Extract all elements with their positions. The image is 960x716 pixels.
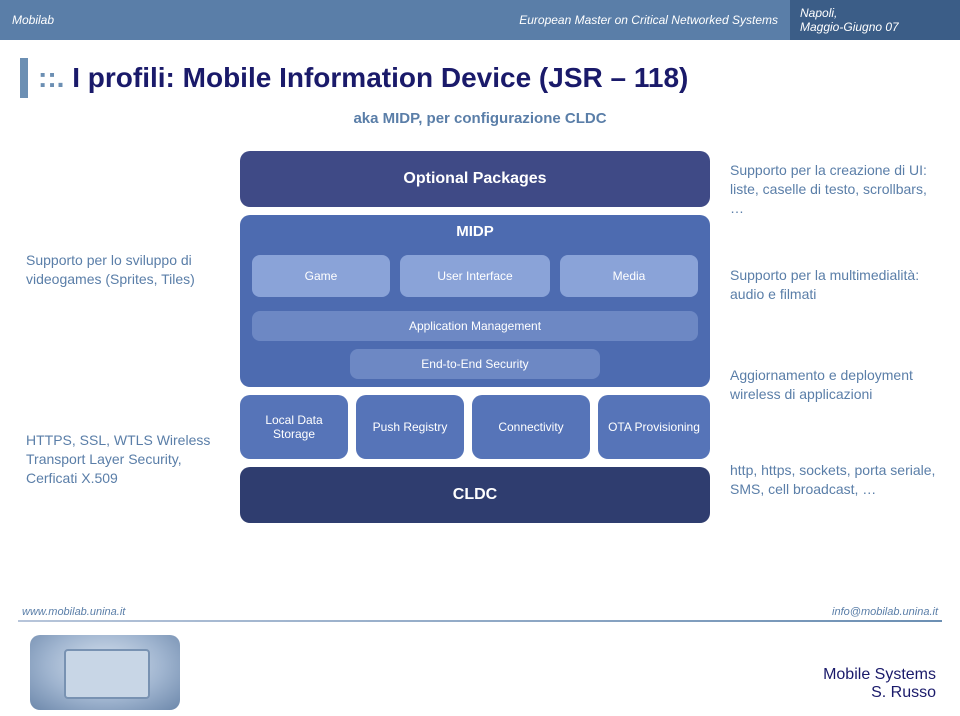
box-end-to-end-security: End-to-End Security bbox=[350, 349, 600, 379]
architecture-diagram: Optional Packages MIDP Game User Interfa… bbox=[240, 151, 710, 581]
box-midp: MIDP Game User Interface Media Applicati… bbox=[240, 215, 710, 387]
footer-brand-line2: S. Russo bbox=[823, 684, 936, 702]
slide-subtitle: aka MIDP, per configurazione CLDC bbox=[0, 110, 960, 127]
header-bar: Mobilab European Master on Critical Netw… bbox=[0, 0, 960, 40]
footer-image bbox=[30, 635, 180, 710]
box-media: Media bbox=[560, 255, 698, 297]
footer-url-left: www.mobilab.unina.it bbox=[22, 606, 125, 618]
box-push-registry: Push Registry bbox=[356, 395, 464, 459]
box-optional-packages: Optional Packages bbox=[240, 151, 710, 207]
title-accent-bar bbox=[20, 58, 28, 98]
header-right-line1: Napoli, bbox=[800, 6, 960, 20]
right-note-1: Supporto per la creazione di UI: liste, … bbox=[730, 161, 940, 218]
box-local-data-storage: Local Data Storage bbox=[240, 395, 348, 459]
right-note-3: Aggiornamento e deployment wireless di a… bbox=[730, 366, 940, 404]
right-note-2: Supporto per la multimedialità: audio e … bbox=[730, 266, 940, 304]
header-mid: European Master on Critical Networked Sy… bbox=[190, 0, 790, 40]
footer-rule bbox=[18, 620, 942, 622]
left-note-2: HTTPS, SSL, WTLS Wireless Transport Laye… bbox=[26, 431, 226, 488]
content-area: Supporto per lo sviluppo di videogames (… bbox=[0, 141, 960, 611]
header-right: Napoli, Maggio-Giugno 07 bbox=[790, 0, 960, 40]
header-left: Mobilab bbox=[0, 0, 190, 40]
right-note-4: http, https, sockets, porta seriale, SMS… bbox=[730, 461, 940, 499]
footer-brand: Mobile Systems S. Russo bbox=[823, 666, 936, 702]
footer: www.mobilab.unina.it info@mobilab.unina.… bbox=[0, 606, 960, 716]
title-prefix: ::. bbox=[38, 62, 64, 93]
box-user-interface: User Interface bbox=[400, 255, 550, 297]
row-services: Local Data Storage Push Registry Connect… bbox=[240, 395, 710, 459]
box-app-management: Application Management bbox=[252, 311, 698, 341]
slide-title: ::. I profili: Mobile Information Device… bbox=[38, 62, 688, 94]
footer-brand-line1: Mobile Systems bbox=[823, 666, 936, 684]
header-right-line2: Maggio-Giugno 07 bbox=[800, 20, 960, 34]
footer-url-right: info@mobilab.unina.it bbox=[832, 606, 938, 618]
box-connectivity: Connectivity bbox=[472, 395, 590, 459]
title-main: I profili: Mobile Information Device (JS… bbox=[72, 62, 688, 93]
footer-links: www.mobilab.unina.it info@mobilab.unina.… bbox=[0, 606, 960, 620]
box-cldc: CLDC bbox=[240, 467, 710, 523]
box-ota-provisioning: OTA Provisioning bbox=[598, 395, 710, 459]
label-midp: MIDP bbox=[240, 223, 710, 240]
box-game: Game bbox=[252, 255, 390, 297]
left-note-1: Supporto per lo sviluppo di videogames (… bbox=[26, 251, 226, 289]
title-row: ::. I profili: Mobile Information Device… bbox=[0, 40, 960, 106]
